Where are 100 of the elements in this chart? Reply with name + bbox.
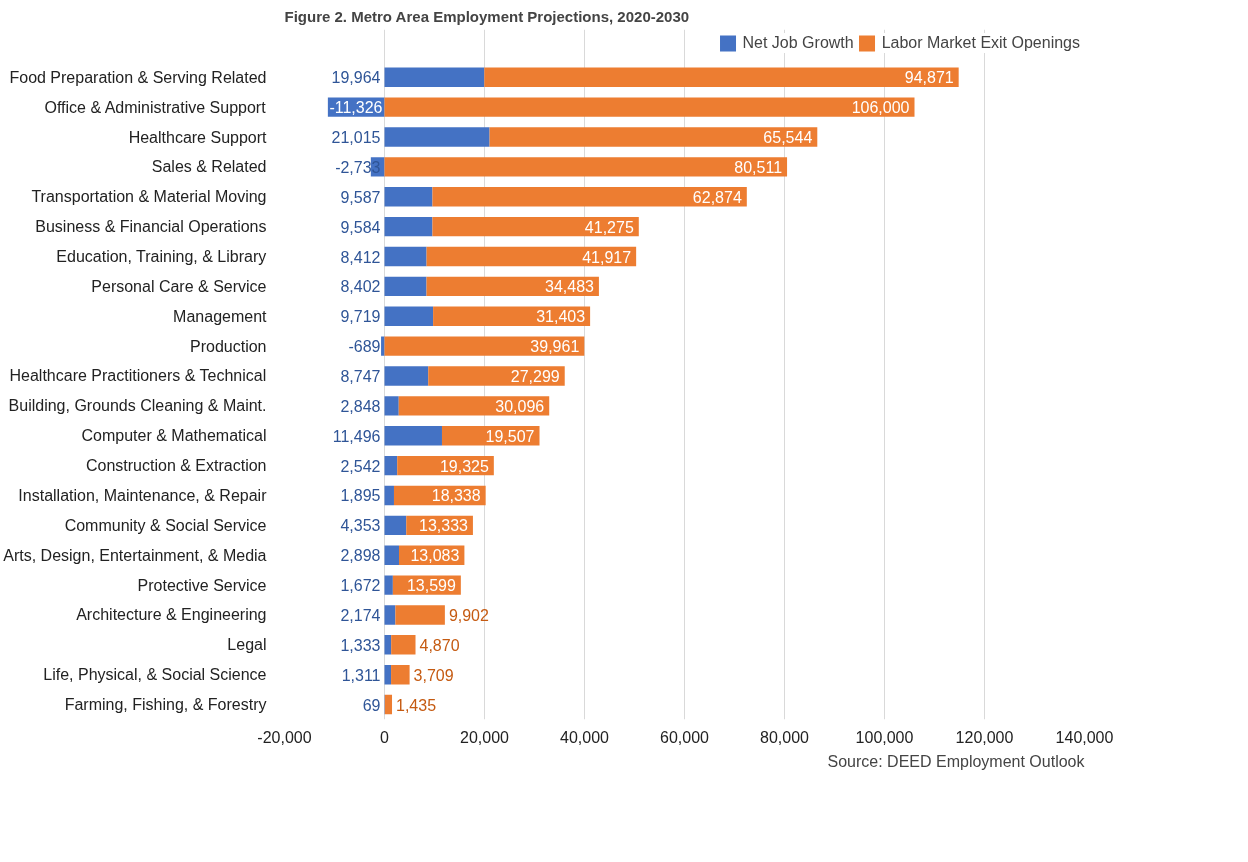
data-label: 2,542 (340, 457, 381, 475)
bar (384, 336, 585, 356)
bar (384, 635, 392, 655)
y-tick-label: Building, Grounds Cleaning & Maint. (8, 397, 267, 415)
data-label: 9,902 (448, 606, 490, 624)
y-tick-label: Community & Social Service (64, 516, 267, 534)
bar (384, 97, 915, 117)
data-label: 106,000 (851, 99, 910, 117)
data-label: 1,311 (341, 666, 381, 684)
bar (398, 396, 550, 416)
data-label: 69 (362, 696, 381, 714)
data-label: 8,412 (340, 248, 381, 266)
data-label: 34,483 (544, 278, 595, 296)
data-label: 31,403 (536, 308, 586, 326)
x-tick-label: 100,000 (855, 728, 914, 746)
y-tick-label: Protective Service (137, 576, 267, 594)
bar (426, 246, 637, 267)
bar (428, 366, 565, 386)
y-tick-label: Construction & Extraction (85, 457, 267, 475)
bar (384, 575, 393, 595)
x-tick-label: 140,000 (1055, 728, 1114, 746)
y-tick-label: Legal (227, 636, 267, 654)
data-label: 9,587 (340, 188, 381, 206)
data-label: 62,874 (692, 188, 742, 206)
data-label: 9,584 (340, 218, 381, 236)
bar (384, 187, 433, 207)
data-label: 2,174 (340, 606, 381, 624)
bar (384, 485, 394, 506)
data-label: 19,325 (439, 457, 489, 475)
y-tick-label: Food Preparation & Serving Related (9, 68, 267, 86)
data-label: 19,964 (331, 69, 381, 87)
bar (384, 396, 399, 416)
y-tick-label: Personal Care & Service (91, 277, 267, 295)
y-tick-label: Transportation & Material Moving (31, 188, 267, 206)
bar (384, 694, 393, 715)
bar (384, 664, 392, 685)
bar (384, 67, 485, 87)
bar (384, 157, 788, 177)
bar (432, 216, 639, 237)
data-label: 1,672 (340, 577, 381, 595)
bar (384, 216, 433, 237)
source-note: Source: DEED Employment Outlook (827, 752, 1086, 770)
data-label: 2,848 (340, 397, 381, 415)
bar (391, 635, 416, 655)
data-label: 13,599 (406, 577, 456, 595)
data-label: 13,333 (418, 517, 469, 535)
data-label: 3,709 (413, 666, 454, 684)
x-tick-label: 60,000 (660, 728, 710, 746)
y-tick-label: Architecture & Engineering (76, 606, 267, 624)
bar (384, 545, 399, 565)
y-tick-label: Sales & Related (151, 158, 267, 176)
x-tick-label: 20,000 (460, 728, 510, 746)
y-tick-label: Computer & Mathematical (81, 427, 267, 445)
bar (384, 366, 429, 386)
bar (384, 127, 490, 147)
data-label: 19,507 (485, 427, 535, 445)
data-label: 1,895 (340, 487, 381, 505)
y-tick-label: Farming, Fishing, & Forestry (64, 696, 267, 714)
bar (384, 306, 434, 326)
data-label: 8,402 (340, 278, 381, 296)
y-tick-label: Arts, Design, Entertainment, & Media (3, 546, 267, 564)
y-tick-label: Installation, Maintenance, & Repair (18, 486, 268, 504)
data-label: 18,338 (431, 487, 481, 505)
data-label: -11,326 (329, 99, 383, 117)
data-label: 1,333 (340, 636, 381, 654)
bar (484, 67, 959, 87)
bar (384, 455, 398, 476)
x-tick-label: -20,000 (257, 728, 312, 746)
bar (384, 515, 407, 536)
x-tick-label: 0 (380, 728, 390, 746)
bar (384, 426, 442, 446)
data-label: 21,015 (331, 129, 381, 147)
y-tick-label: Healthcare Support (128, 128, 268, 146)
data-label: 11,496 (332, 427, 381, 445)
y-tick-label: Production (190, 337, 267, 355)
bar (384, 246, 427, 267)
data-label: 30,096 (495, 397, 545, 415)
x-tick-label: 80,000 (760, 728, 810, 746)
data-label: 41,917 (582, 248, 632, 266)
data-label: 27,299 (510, 367, 560, 385)
data-label: 41,275 (584, 218, 634, 236)
data-label: 94,871 (904, 69, 954, 87)
data-label: 2,898 (340, 547, 381, 565)
bar (432, 187, 747, 207)
data-label: 4,353 (340, 517, 381, 535)
y-tick-label: Life, Physical, & Social Science (43, 666, 267, 684)
bar (395, 605, 445, 625)
data-label: -689 (348, 338, 381, 356)
x-tick-label: 40,000 (560, 728, 610, 746)
data-label: 13,083 (410, 547, 460, 565)
y-tick-label: Healthcare Practitioners & Technical (9, 367, 267, 385)
data-label: 8,747 (340, 367, 381, 385)
y-tick-label: Management (173, 307, 268, 325)
data-label: 39,961 (530, 338, 580, 356)
x-tick-label: 120,000 (955, 728, 1014, 746)
data-label: 1,435 (396, 696, 437, 714)
bar (384, 605, 396, 625)
bar (391, 664, 410, 685)
data-label: 4,870 (419, 636, 460, 654)
y-tick-label: Office & Administrative Support (44, 98, 267, 116)
